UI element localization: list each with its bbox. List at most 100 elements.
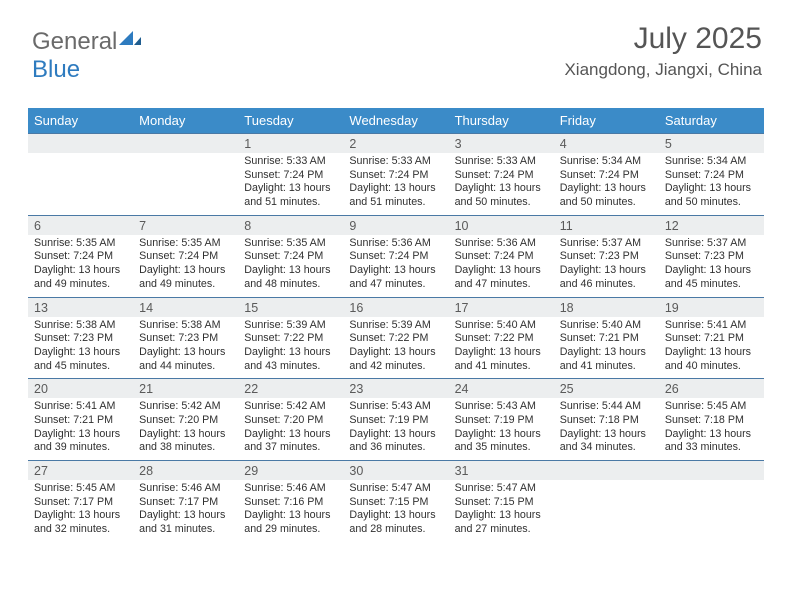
day-body: Sunrise: 5:41 AMSunset: 7:21 PMDaylight:… xyxy=(28,398,133,460)
sunset-line: Sunset: 7:23 PM xyxy=(139,332,232,346)
day-body: Sunrise: 5:33 AMSunset: 7:24 PMDaylight:… xyxy=(449,153,554,215)
day-body: Sunrise: 5:42 AMSunset: 7:20 PMDaylight:… xyxy=(133,398,238,460)
location-subtitle: Xiangdong, Jiangxi, China xyxy=(564,60,762,80)
sunrise-line: Sunrise: 5:38 AM xyxy=(34,319,127,333)
sunrise-line: Sunrise: 5:36 AM xyxy=(455,237,548,251)
week-row: 6789101112Sunrise: 5:35 AMSunset: 7:24 P… xyxy=(28,215,764,297)
daylight-line: Daylight: 13 hours and 31 minutes. xyxy=(139,509,232,536)
day-body: Sunrise: 5:39 AMSunset: 7:22 PMDaylight:… xyxy=(238,317,343,379)
day-number xyxy=(554,461,659,480)
sunrise-line: Sunrise: 5:45 AM xyxy=(665,400,758,414)
day-body: Sunrise: 5:35 AMSunset: 7:24 PMDaylight:… xyxy=(28,235,133,297)
day-number: 14 xyxy=(133,298,238,317)
day-number: 3 xyxy=(449,134,554,153)
day-number: 12 xyxy=(659,216,764,235)
day-body: Sunrise: 5:40 AMSunset: 7:22 PMDaylight:… xyxy=(449,317,554,379)
daylight-line: Daylight: 13 hours and 51 minutes. xyxy=(244,182,337,209)
week-row: 2728293031 Sunrise: 5:45 AMSunset: 7:17 … xyxy=(28,460,764,542)
day-number: 31 xyxy=(449,461,554,480)
sunset-line: Sunset: 7:21 PM xyxy=(34,414,127,428)
sunset-line: Sunset: 7:24 PM xyxy=(244,169,337,183)
daylight-line: Daylight: 13 hours and 41 minutes. xyxy=(455,346,548,373)
sunrise-line: Sunrise: 5:45 AM xyxy=(34,482,127,496)
day-body: Sunrise: 5:42 AMSunset: 7:20 PMDaylight:… xyxy=(238,398,343,460)
day-body xyxy=(554,480,659,542)
sunset-line: Sunset: 7:19 PM xyxy=(455,414,548,428)
daylight-line: Daylight: 13 hours and 28 minutes. xyxy=(349,509,442,536)
sunset-line: Sunset: 7:20 PM xyxy=(244,414,337,428)
daylight-line: Daylight: 13 hours and 29 minutes. xyxy=(244,509,337,536)
sunset-line: Sunset: 7:23 PM xyxy=(665,250,758,264)
dow-saturday: Saturday xyxy=(659,108,764,133)
day-number xyxy=(133,134,238,153)
daylight-line: Daylight: 13 hours and 43 minutes. xyxy=(244,346,337,373)
sunset-line: Sunset: 7:15 PM xyxy=(455,496,548,510)
sunrise-line: Sunrise: 5:42 AM xyxy=(139,400,232,414)
sunrise-line: Sunrise: 5:47 AM xyxy=(349,482,442,496)
daylight-line: Daylight: 13 hours and 49 minutes. xyxy=(34,264,127,291)
day-body: Sunrise: 5:45 AMSunset: 7:17 PMDaylight:… xyxy=(28,480,133,542)
sunrise-line: Sunrise: 5:34 AM xyxy=(665,155,758,169)
dow-tuesday: Tuesday xyxy=(238,108,343,133)
sunrise-line: Sunrise: 5:35 AM xyxy=(139,237,232,251)
sunset-line: Sunset: 7:24 PM xyxy=(244,250,337,264)
day-number: 23 xyxy=(343,379,448,398)
daylight-line: Daylight: 13 hours and 46 minutes. xyxy=(560,264,653,291)
day-number: 22 xyxy=(238,379,343,398)
daybody-row: Sunrise: 5:35 AMSunset: 7:24 PMDaylight:… xyxy=(28,235,764,297)
logo-mark-icon xyxy=(119,26,141,54)
week-row: 20212223242526Sunrise: 5:41 AMSunset: 7:… xyxy=(28,378,764,460)
sunset-line: Sunset: 7:18 PM xyxy=(560,414,653,428)
sunrise-line: Sunrise: 5:43 AM xyxy=(349,400,442,414)
day-number: 20 xyxy=(28,379,133,398)
daybody-row: Sunrise: 5:38 AM Sunset: 7:23 PM Daylight:… xyxy=(28,317,764,379)
sunset-line: Sunset: 7:24 PM xyxy=(560,169,653,183)
sunset-line: Sunset: 7:22 PM xyxy=(455,332,548,346)
daynum-row: 20212223242526 xyxy=(28,379,764,398)
sunset-line: Sunset: 7:22 PM xyxy=(244,332,337,346)
sunrise-line: Sunrise: 5:41 AM xyxy=(34,400,127,414)
daybody-row: Sunrise: 5:45 AMSunset: 7:17 PMDaylight:… xyxy=(28,480,764,542)
day-body: Sunrise: 5:43 AMSunset: 7:19 PMDaylight:… xyxy=(449,398,554,460)
day-number: 15 xyxy=(238,298,343,317)
daylight-line: Daylight: 13 hours and 33 minutes. xyxy=(665,428,758,455)
day-body: Sunrise: 5:34 AMSunset: 7:24 PMDaylight:… xyxy=(554,153,659,215)
day-body: Sunrise: 5:40 AMSunset: 7:21 PMDaylight:… xyxy=(554,317,659,379)
daylight-line: Daylight: 13 hours and 51 minutes. xyxy=(349,182,442,209)
daylight-line: Daylight: 13 hours and 47 minutes. xyxy=(349,264,442,291)
sunrise-line: Sunrise: 5:35 AM xyxy=(244,237,337,251)
sunrise-line: Sunrise: 5:33 AM xyxy=(455,155,548,169)
sunrise-line: Sunrise: 5:37 AM xyxy=(665,237,758,251)
day-number: 18 xyxy=(554,298,659,317)
calendar-weeks: 12345Sunrise: 5:33 AMSunset: 7:24 PMDayl… xyxy=(28,133,764,542)
day-body: Sunrise: 5:47 AMSunset: 7:15 PMDaylight:… xyxy=(449,480,554,542)
day-number: 27 xyxy=(28,461,133,480)
day-number: 5 xyxy=(659,134,764,153)
sunset-line: Sunset: 7:24 PM xyxy=(349,169,442,183)
sunset-line: Sunset: 7:24 PM xyxy=(665,169,758,183)
day-number: 13 xyxy=(28,298,133,317)
day-body: Sunrise: 5:38 AMSunset: 7:23 PMDaylight:… xyxy=(133,317,238,379)
sunrise-line: Sunrise: 5:33 AM xyxy=(349,155,442,169)
sunset-line: Sunset: 7:17 PM xyxy=(139,496,232,510)
day-body: Sunrise: 5:38 AMSunset: 7:23 PMDaylight:… xyxy=(28,317,133,379)
daylight-line: Daylight: 13 hours and 47 minutes. xyxy=(455,264,548,291)
daylight-line: Daylight: 13 hours and 36 minutes. xyxy=(349,428,442,455)
sunrise-line: Sunrise: 5:39 AM xyxy=(349,319,442,333)
daylight-line: Daylight: 13 hours and 50 minutes. xyxy=(560,182,653,209)
logo: General Blue xyxy=(32,26,141,84)
sunset-line: Sunset: 7:21 PM xyxy=(665,332,758,346)
week-row: 13141516171819Sunrise: 5:38 AMSunset: 7:… xyxy=(28,297,764,379)
day-body: Sunrise: 5:33 AMSunset: 7:24 PMDaylight:… xyxy=(343,153,448,215)
day-number: 7 xyxy=(133,216,238,235)
day-body: Sunrise: 5:41 AMSunset: 7:21 PMDaylight:… xyxy=(659,317,764,379)
day-body: Sunrise: 5:46 AMSunset: 7:17 PMDaylight:… xyxy=(133,480,238,542)
header-right: July 2025 Xiangdong, Jiangxi, China xyxy=(564,22,762,80)
sunrise-line: Sunrise: 5:35 AM xyxy=(34,237,127,251)
sunrise-line: Sunrise: 5:46 AM xyxy=(139,482,232,496)
day-number: 19 xyxy=(659,298,764,317)
daylight-line: Daylight: 13 hours and 37 minutes. xyxy=(244,428,337,455)
day-body: Sunrise: 5:35 AMSunset: 7:24 PMDaylight:… xyxy=(133,235,238,297)
sunset-line: Sunset: 7:24 PM xyxy=(455,250,548,264)
sunrise-line: Sunrise: 5:33 AM xyxy=(244,155,337,169)
